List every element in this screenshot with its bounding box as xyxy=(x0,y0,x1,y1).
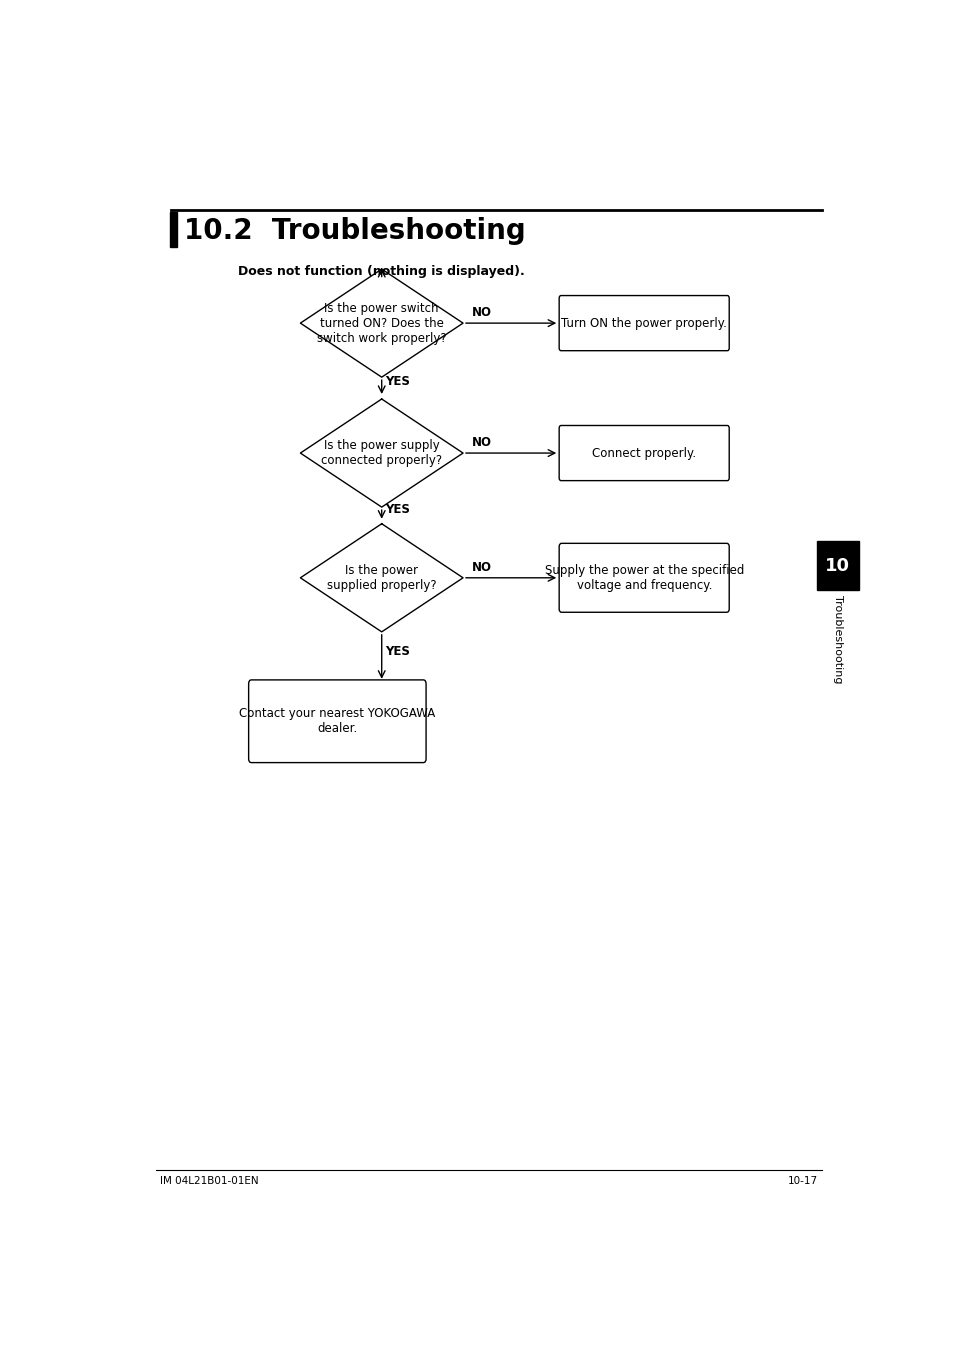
Bar xyxy=(817,541,858,590)
FancyBboxPatch shape xyxy=(558,543,728,613)
Text: 10.2  Troubleshooting: 10.2 Troubleshooting xyxy=(184,216,525,244)
Text: Is the power
supplied properly?: Is the power supplied properly? xyxy=(327,564,436,591)
Text: YES: YES xyxy=(385,502,410,516)
Text: Supply the power at the specified
voltage and frequency.: Supply the power at the specified voltag… xyxy=(544,564,743,591)
Text: IM 04L21B01-01EN: IM 04L21B01-01EN xyxy=(160,1176,258,1185)
Text: NO: NO xyxy=(472,560,492,574)
Bar xyxy=(170,212,176,247)
Text: 10-17: 10-17 xyxy=(787,1176,817,1185)
Text: Turn ON the power properly.: Turn ON the power properly. xyxy=(560,317,726,329)
Text: YES: YES xyxy=(385,645,410,657)
Text: NO: NO xyxy=(472,436,492,450)
Text: Is the power supply
connected properly?: Is the power supply connected properly? xyxy=(321,439,442,467)
FancyBboxPatch shape xyxy=(249,680,426,763)
Text: Connect properly.: Connect properly. xyxy=(592,447,696,459)
FancyBboxPatch shape xyxy=(558,425,728,481)
Text: Troubleshooting: Troubleshooting xyxy=(832,595,842,684)
FancyBboxPatch shape xyxy=(558,296,728,351)
Text: NO: NO xyxy=(472,306,492,319)
Text: Is the power switch
turned ON? Does the
switch work properly?: Is the power switch turned ON? Does the … xyxy=(316,301,446,344)
Text: YES: YES xyxy=(385,375,410,389)
Text: 10: 10 xyxy=(824,556,849,575)
Text: Contact your nearest YOKOGAWA
dealer.: Contact your nearest YOKOGAWA dealer. xyxy=(239,707,435,736)
Text: Does not function (nothing is displayed).: Does not function (nothing is displayed)… xyxy=(238,265,524,278)
